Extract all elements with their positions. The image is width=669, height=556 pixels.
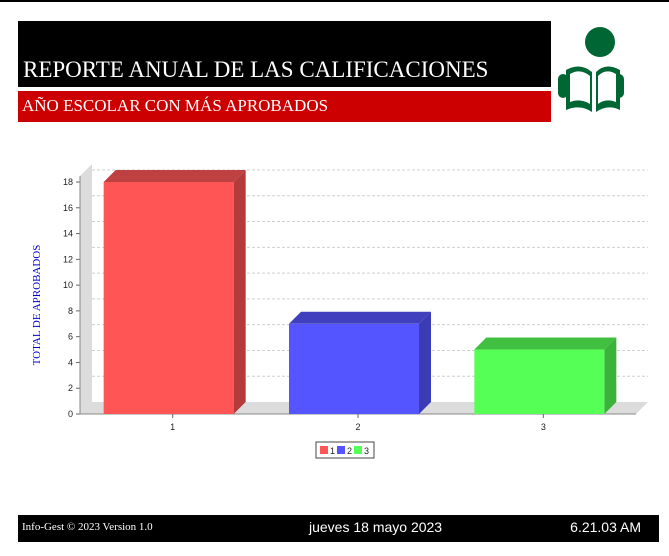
bar-side: [419, 311, 431, 414]
report-title: REPORTE ANUAL DE LAS CALIFICACIONES: [23, 57, 489, 82]
bar-top: [289, 311, 431, 324]
footer-date: jueves 18 mayo 2023: [309, 519, 443, 535]
bar-front: [289, 323, 419, 414]
footer-time: 6.21.03 AM: [570, 519, 641, 535]
y-tick-label: 16: [63, 203, 73, 213]
legend-item-2: 2: [337, 446, 352, 456]
x-tick-label: 1: [170, 422, 175, 432]
bar-3: [474, 337, 617, 414]
y-tick-label: 10: [63, 280, 73, 290]
chart-legend: 1 2 3: [315, 441, 375, 459]
y-tick-label: 0: [68, 409, 73, 419]
chart-side-wall: [80, 164, 92, 414]
bar-top: [474, 337, 617, 350]
y-tick-label: 6: [68, 332, 73, 342]
report-title-bar: REPORTE ANUAL DE LAS CALIFICACIONES: [18, 21, 551, 87]
bar-side: [604, 337, 617, 414]
bar-side: [233, 170, 246, 414]
footer-bar: Info-Gest © 2023 Version 1.0 jueves 18 m…: [18, 515, 659, 542]
y-tick-label: 18: [63, 177, 73, 187]
legend-item-1: 1: [320, 446, 335, 456]
y-axis-label: TOTAL DE APROBADOS: [31, 245, 43, 366]
reading-person-icon: [558, 27, 624, 112]
y-tick-label: 14: [63, 229, 73, 239]
legend-label: 2: [347, 446, 352, 456]
bar-top: [103, 170, 246, 182]
bar-front: [103, 182, 234, 414]
y-tick-label: 8: [68, 306, 73, 316]
bar-front: [474, 349, 605, 414]
report-subtitle: AÑO ESCOLAR CON MÁS APROBADOS: [22, 96, 329, 115]
bar-2: [289, 311, 431, 414]
legend-label: 1: [330, 446, 335, 456]
bar-1: [103, 170, 246, 414]
x-tick-label: 2: [355, 422, 360, 432]
y-tick-label: 4: [68, 357, 73, 367]
legend-swatch: [320, 446, 328, 454]
legend-label: 3: [364, 446, 369, 456]
report-subtitle-bar: AÑO ESCOLAR CON MÁS APROBADOS: [18, 91, 551, 122]
legend-swatch: [337, 446, 345, 454]
legend-item-3: 3: [354, 446, 369, 456]
y-tick-label: 12: [63, 254, 73, 264]
top-rule: [0, 0, 669, 2]
footer-copyright: Info-Gest © 2023 Version 1.0: [22, 521, 153, 533]
y-tick-label: 2: [68, 383, 73, 393]
legend-swatch: [354, 446, 362, 454]
x-tick-label: 3: [541, 422, 546, 432]
